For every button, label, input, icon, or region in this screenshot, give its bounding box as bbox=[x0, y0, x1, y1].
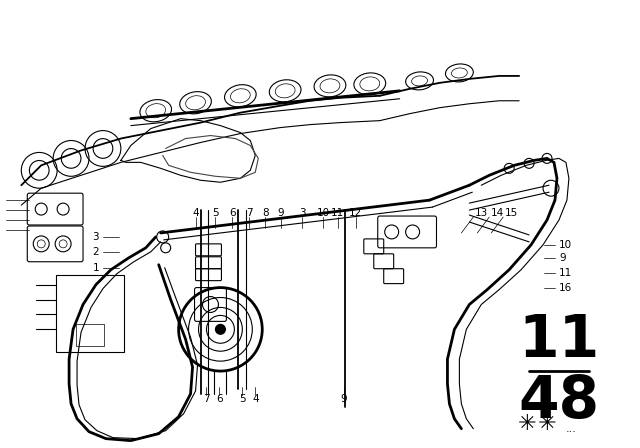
Text: 10: 10 bbox=[316, 208, 330, 218]
Text: 11: 11 bbox=[559, 268, 572, 278]
Text: 9: 9 bbox=[559, 253, 566, 263]
Text: 3: 3 bbox=[92, 232, 99, 242]
Text: 10: 10 bbox=[559, 240, 572, 250]
Text: 5: 5 bbox=[239, 394, 246, 404]
Text: 7: 7 bbox=[246, 208, 253, 218]
Text: 7: 7 bbox=[203, 394, 210, 404]
Text: 11: 11 bbox=[518, 312, 600, 369]
Text: 3: 3 bbox=[299, 208, 305, 218]
Text: 5: 5 bbox=[212, 208, 219, 218]
Text: 4: 4 bbox=[252, 394, 259, 404]
Text: 16: 16 bbox=[559, 283, 572, 293]
Text: 6: 6 bbox=[229, 208, 236, 218]
Text: 8: 8 bbox=[262, 208, 269, 218]
Text: 13: 13 bbox=[475, 208, 488, 218]
Text: ...: ... bbox=[566, 424, 577, 434]
Text: 14: 14 bbox=[491, 208, 504, 218]
Text: 1: 1 bbox=[92, 263, 99, 273]
Text: 12: 12 bbox=[349, 208, 362, 218]
Text: 11: 11 bbox=[332, 208, 344, 218]
Text: 9: 9 bbox=[278, 208, 285, 218]
Text: 4: 4 bbox=[192, 208, 199, 218]
Text: 15: 15 bbox=[504, 208, 518, 218]
Text: 6: 6 bbox=[216, 394, 223, 404]
Text: ✳: ✳ bbox=[518, 414, 536, 434]
Text: 48: 48 bbox=[518, 373, 600, 430]
Circle shape bbox=[216, 324, 225, 334]
Text: 2: 2 bbox=[92, 247, 99, 257]
Text: 9: 9 bbox=[340, 394, 348, 404]
Text: ✳: ✳ bbox=[538, 414, 556, 434]
